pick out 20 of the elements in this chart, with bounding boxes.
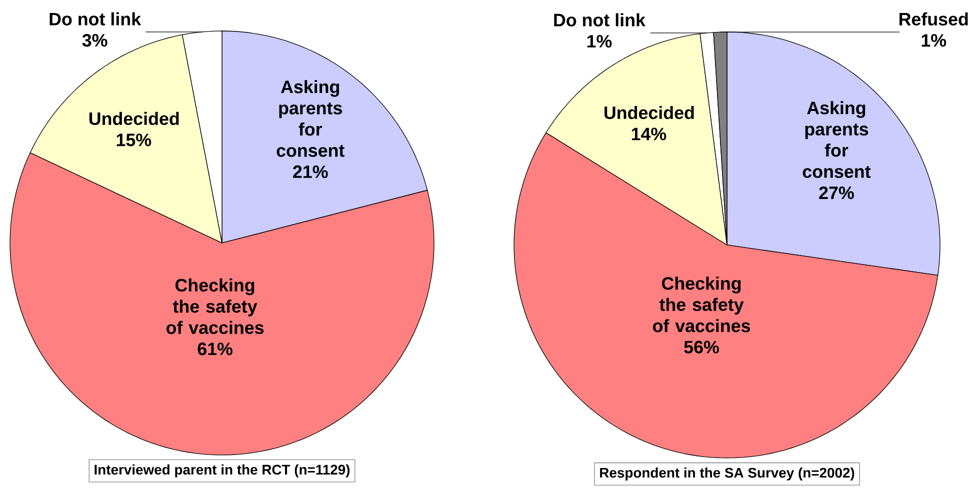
data-label: 1% [587,34,612,48]
slice-label: Refused [900,12,968,26]
data-label: 61% [198,342,232,356]
data-label: 21% [293,165,328,178]
slice-label: Undecided [89,112,179,126]
data-label: 3% [82,34,108,47]
slice-label: Asking parents for consent [802,101,871,178]
slice-label: Do not link [554,13,646,26]
slice-label: Checking the safety of vaccines [652,276,750,332]
data-label: 15% [116,134,152,146]
data-label: 27% [819,186,854,200]
slice-label: Undecided [604,106,694,120]
data-label: 1% [922,34,946,47]
text: Interviewed parent in the RCT (n=1129) [94,464,350,478]
data-label: 56% [684,340,719,354]
text: Respondent in the SA Survey (n=2002) [600,467,854,480]
slice-label: Do not link [50,12,142,26]
slice-label: Checking the safety of vaccines [166,278,264,334]
slice-label: Asking parents for consent [276,80,344,157]
data-label: 14% [632,128,666,140]
